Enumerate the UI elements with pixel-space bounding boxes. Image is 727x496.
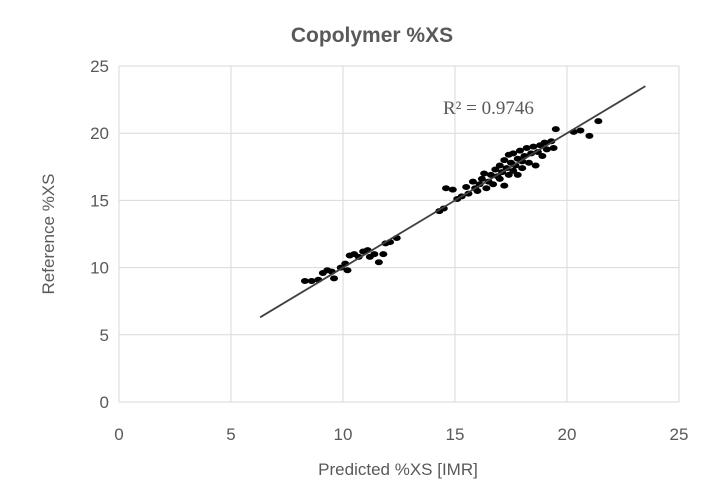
data-point bbox=[540, 139, 549, 146]
data-point bbox=[379, 251, 388, 258]
y-tick-label: 5 bbox=[100, 326, 109, 345]
x-tick-label: 10 bbox=[334, 425, 353, 444]
data-point bbox=[477, 175, 486, 182]
data-point bbox=[442, 185, 451, 192]
data-point bbox=[551, 126, 560, 133]
data-point bbox=[307, 278, 316, 285]
x-tick-label: 5 bbox=[226, 425, 235, 444]
x-tick-label: 20 bbox=[558, 425, 577, 444]
data-point bbox=[594, 118, 603, 125]
x-tick-label: 15 bbox=[446, 425, 465, 444]
tick-labels: 0 5 10 15 20 25 0 5 10 15 20 25 bbox=[90, 57, 688, 444]
data-point bbox=[486, 171, 495, 178]
data-point bbox=[491, 166, 500, 173]
y-tick-label: 15 bbox=[90, 191, 109, 210]
y-axis-label: Reference %XS bbox=[39, 174, 58, 295]
trendline-layer bbox=[259, 85, 646, 319]
data-point bbox=[585, 132, 594, 139]
data-point bbox=[538, 153, 547, 160]
data-point bbox=[374, 259, 383, 266]
data-point bbox=[576, 127, 585, 134]
y-tick-label: 10 bbox=[90, 259, 109, 278]
x-axis-label: Predicted %XS [IMR] bbox=[318, 460, 478, 479]
data-point bbox=[529, 143, 538, 150]
data-point bbox=[330, 275, 339, 282]
x-tick-label: 0 bbox=[114, 425, 123, 444]
data-point bbox=[480, 170, 489, 177]
x-tick-label: 25 bbox=[670, 425, 689, 444]
data-point bbox=[500, 182, 509, 189]
gridlines bbox=[118, 65, 680, 403]
data-point bbox=[504, 171, 513, 178]
data-point bbox=[300, 278, 309, 285]
y-tick-label: 0 bbox=[100, 393, 109, 412]
data-point bbox=[509, 150, 518, 157]
y-tick-label: 20 bbox=[90, 124, 109, 143]
data-point bbox=[522, 144, 531, 151]
data-point bbox=[509, 167, 518, 174]
data-point bbox=[549, 144, 558, 151]
data-point bbox=[473, 187, 482, 194]
chart-title: Copolymer %XS bbox=[291, 24, 453, 47]
data-point bbox=[524, 159, 533, 166]
data-point bbox=[489, 181, 498, 188]
data-point bbox=[500, 157, 509, 164]
data-point bbox=[448, 186, 457, 193]
data-point bbox=[370, 251, 379, 258]
r-squared-annotation: R² = 0.9746 bbox=[443, 98, 534, 119]
y-tick-label: 25 bbox=[90, 57, 109, 76]
data-point bbox=[495, 175, 504, 182]
data-point bbox=[513, 171, 522, 178]
data-point bbox=[542, 146, 551, 153]
data-point bbox=[495, 162, 504, 169]
data-point bbox=[531, 162, 540, 169]
data-point bbox=[343, 267, 352, 274]
data-point bbox=[515, 147, 524, 154]
data-point bbox=[468, 178, 477, 185]
data-point bbox=[482, 185, 491, 192]
trendline bbox=[259, 85, 646, 319]
data-point bbox=[518, 165, 527, 172]
data-point bbox=[462, 183, 471, 190]
data-points bbox=[300, 118, 603, 285]
